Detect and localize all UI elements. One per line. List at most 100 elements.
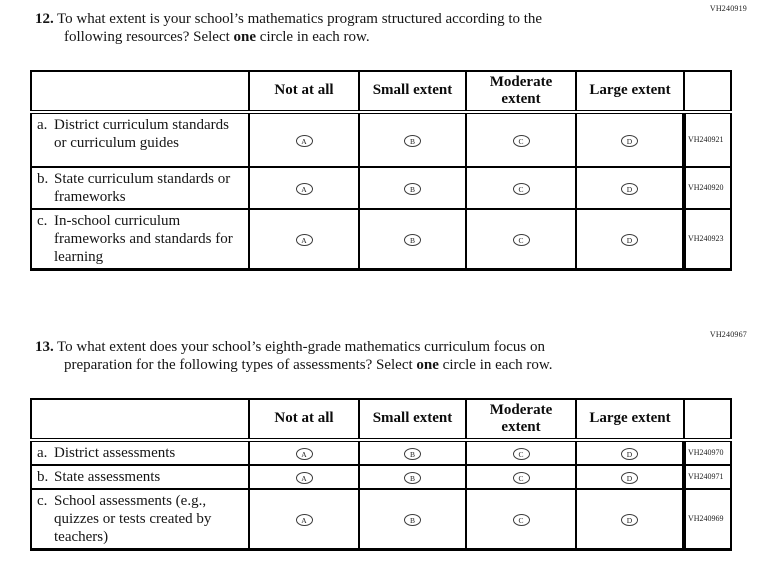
row-code: VH240921 (682, 110, 732, 168)
option-circle-a[interactable]: A (295, 514, 313, 527)
option-circle-b[interactable]: B (404, 448, 421, 461)
question-13-table: Not at all Small extent Moderate extent … (30, 398, 732, 551)
option-circle-a[interactable]: A (295, 234, 313, 247)
table-row: c. In-school curriculum frameworks and s… (30, 207, 732, 271)
option-letter: B (409, 136, 415, 146)
option-circle-d[interactable]: D (621, 183, 638, 196)
option-cell: A (248, 463, 360, 490)
row-label: District assessments (54, 444, 176, 461)
row-label-cell: a. District curriculum standards or curr… (30, 110, 250, 168)
row-label: District curriculum standards or curricu… (54, 116, 229, 151)
option-circle-c[interactable]: C (512, 514, 530, 527)
column-header-moderate-extent: Moderate extent (465, 398, 577, 442)
option-circle-b[interactable]: B (404, 135, 421, 148)
option-letter: D (626, 515, 633, 525)
column-header-small-extent: Small extent (358, 398, 467, 442)
row-prefix: c. (37, 212, 48, 229)
option-letter: A (301, 136, 307, 146)
option-cell: A (248, 207, 360, 271)
option-cell: B (358, 110, 467, 168)
option-cell: B (358, 463, 467, 490)
option-circle-b[interactable]: B (404, 514, 421, 527)
question-12-line2-post: circle in each row. (256, 29, 370, 45)
question-13: 13. To what extent does your school’s ei… (35, 338, 695, 374)
option-circle-d[interactable]: D (621, 234, 638, 247)
option-circle-d[interactable]: D (621, 514, 638, 527)
option-circle-a[interactable]: A (295, 183, 313, 196)
option-circle-c[interactable]: C (512, 234, 530, 247)
row-prefix: b. (37, 468, 49, 485)
option-circle-a[interactable]: A (295, 472, 313, 485)
option-cell: D (575, 463, 685, 490)
option-letter: B (409, 515, 415, 525)
question-12: 12. To what extent is your school’s math… (35, 10, 695, 46)
code-header-cell (683, 398, 732, 442)
question-13-line2: preparation for the following types of a… (57, 356, 695, 374)
option-letter: C (518, 136, 524, 146)
header-row: Not at all Small extent Moderate extent … (30, 398, 732, 442)
option-circle-d[interactable]: D (621, 448, 638, 461)
option-letter: B (409, 235, 415, 245)
option-letter: A (301, 473, 307, 483)
option-circle-a[interactable]: A (295, 135, 313, 148)
table-row: a. District assessments A B C D VH240970 (30, 438, 732, 466)
option-cell: B (358, 165, 467, 210)
option-cell: A (248, 438, 360, 466)
option-cell: B (358, 487, 467, 551)
option-letter: C (518, 235, 524, 245)
row-code: VH240969 (682, 487, 732, 551)
option-letter: C (518, 473, 524, 483)
option-letter: C (518, 184, 524, 194)
row-label-cell: b. State assessments (30, 463, 250, 490)
option-circle-c[interactable]: C (512, 448, 530, 461)
option-circle-d[interactable]: D (621, 472, 638, 485)
question-13-accession-code: VH240967 (709, 330, 747, 339)
column-header-not-at-all: Not at all (248, 398, 360, 442)
option-letter: D (626, 136, 633, 146)
row-label: School assessments (e.g., quizzes or tes… (54, 492, 212, 545)
question-12-bold-word: one (233, 29, 257, 45)
option-circle-a[interactable]: A (295, 448, 313, 461)
option-letter: A (301, 449, 307, 459)
option-letter: B (409, 184, 415, 194)
option-cell: D (575, 438, 685, 466)
option-letter: D (626, 473, 633, 483)
question-12-number: 12. (35, 11, 54, 27)
option-cell: C (465, 207, 577, 271)
option-circle-b[interactable]: B (404, 472, 421, 485)
option-letter: A (301, 235, 307, 245)
question-12-text: To what extent is your school’s mathemat… (57, 10, 695, 46)
empty-header-cell (30, 70, 250, 114)
option-circle-b[interactable]: B (404, 234, 421, 247)
option-circle-c[interactable]: C (512, 183, 530, 196)
row-code: VH240920 (682, 165, 732, 210)
option-cell: A (248, 487, 360, 551)
row-label-cell: c. In-school curriculum frameworks and s… (30, 207, 250, 271)
table-row: c. School assessments (e.g., quizzes or … (30, 487, 732, 551)
question-12-accession-code: VH240919 (709, 4, 747, 13)
option-circle-b[interactable]: B (404, 183, 421, 196)
question-12-line2-pre: following resources? Select (64, 29, 234, 45)
question-13-bold-word: one (416, 357, 439, 373)
question-13-number: 13. (35, 339, 54, 355)
option-letter: D (626, 184, 633, 194)
option-cell: C (465, 463, 577, 490)
option-cell: D (575, 110, 685, 168)
row-label: State assessments (54, 468, 161, 485)
option-cell: C (465, 110, 577, 168)
table-row: b. State curriculum standards or framewo… (30, 165, 732, 210)
question-13-line2-post: circle in each row. (438, 357, 553, 373)
row-prefix: a. (37, 444, 48, 461)
option-circle-d[interactable]: D (621, 135, 638, 148)
option-circle-c[interactable]: C (512, 472, 530, 485)
row-prefix: c. (37, 492, 48, 509)
row-prefix: b. (37, 170, 49, 187)
table-row: a. District curriculum standards or curr… (30, 110, 732, 168)
question-13-line2-pre: preparation for the following types of a… (64, 357, 417, 373)
option-circle-c[interactable]: C (512, 135, 530, 148)
option-cell: B (358, 207, 467, 271)
row-code: VH240923 (682, 207, 732, 271)
option-cell: A (248, 165, 360, 210)
column-header-small-extent: Small extent (358, 70, 467, 114)
code-header-cell (683, 70, 732, 114)
